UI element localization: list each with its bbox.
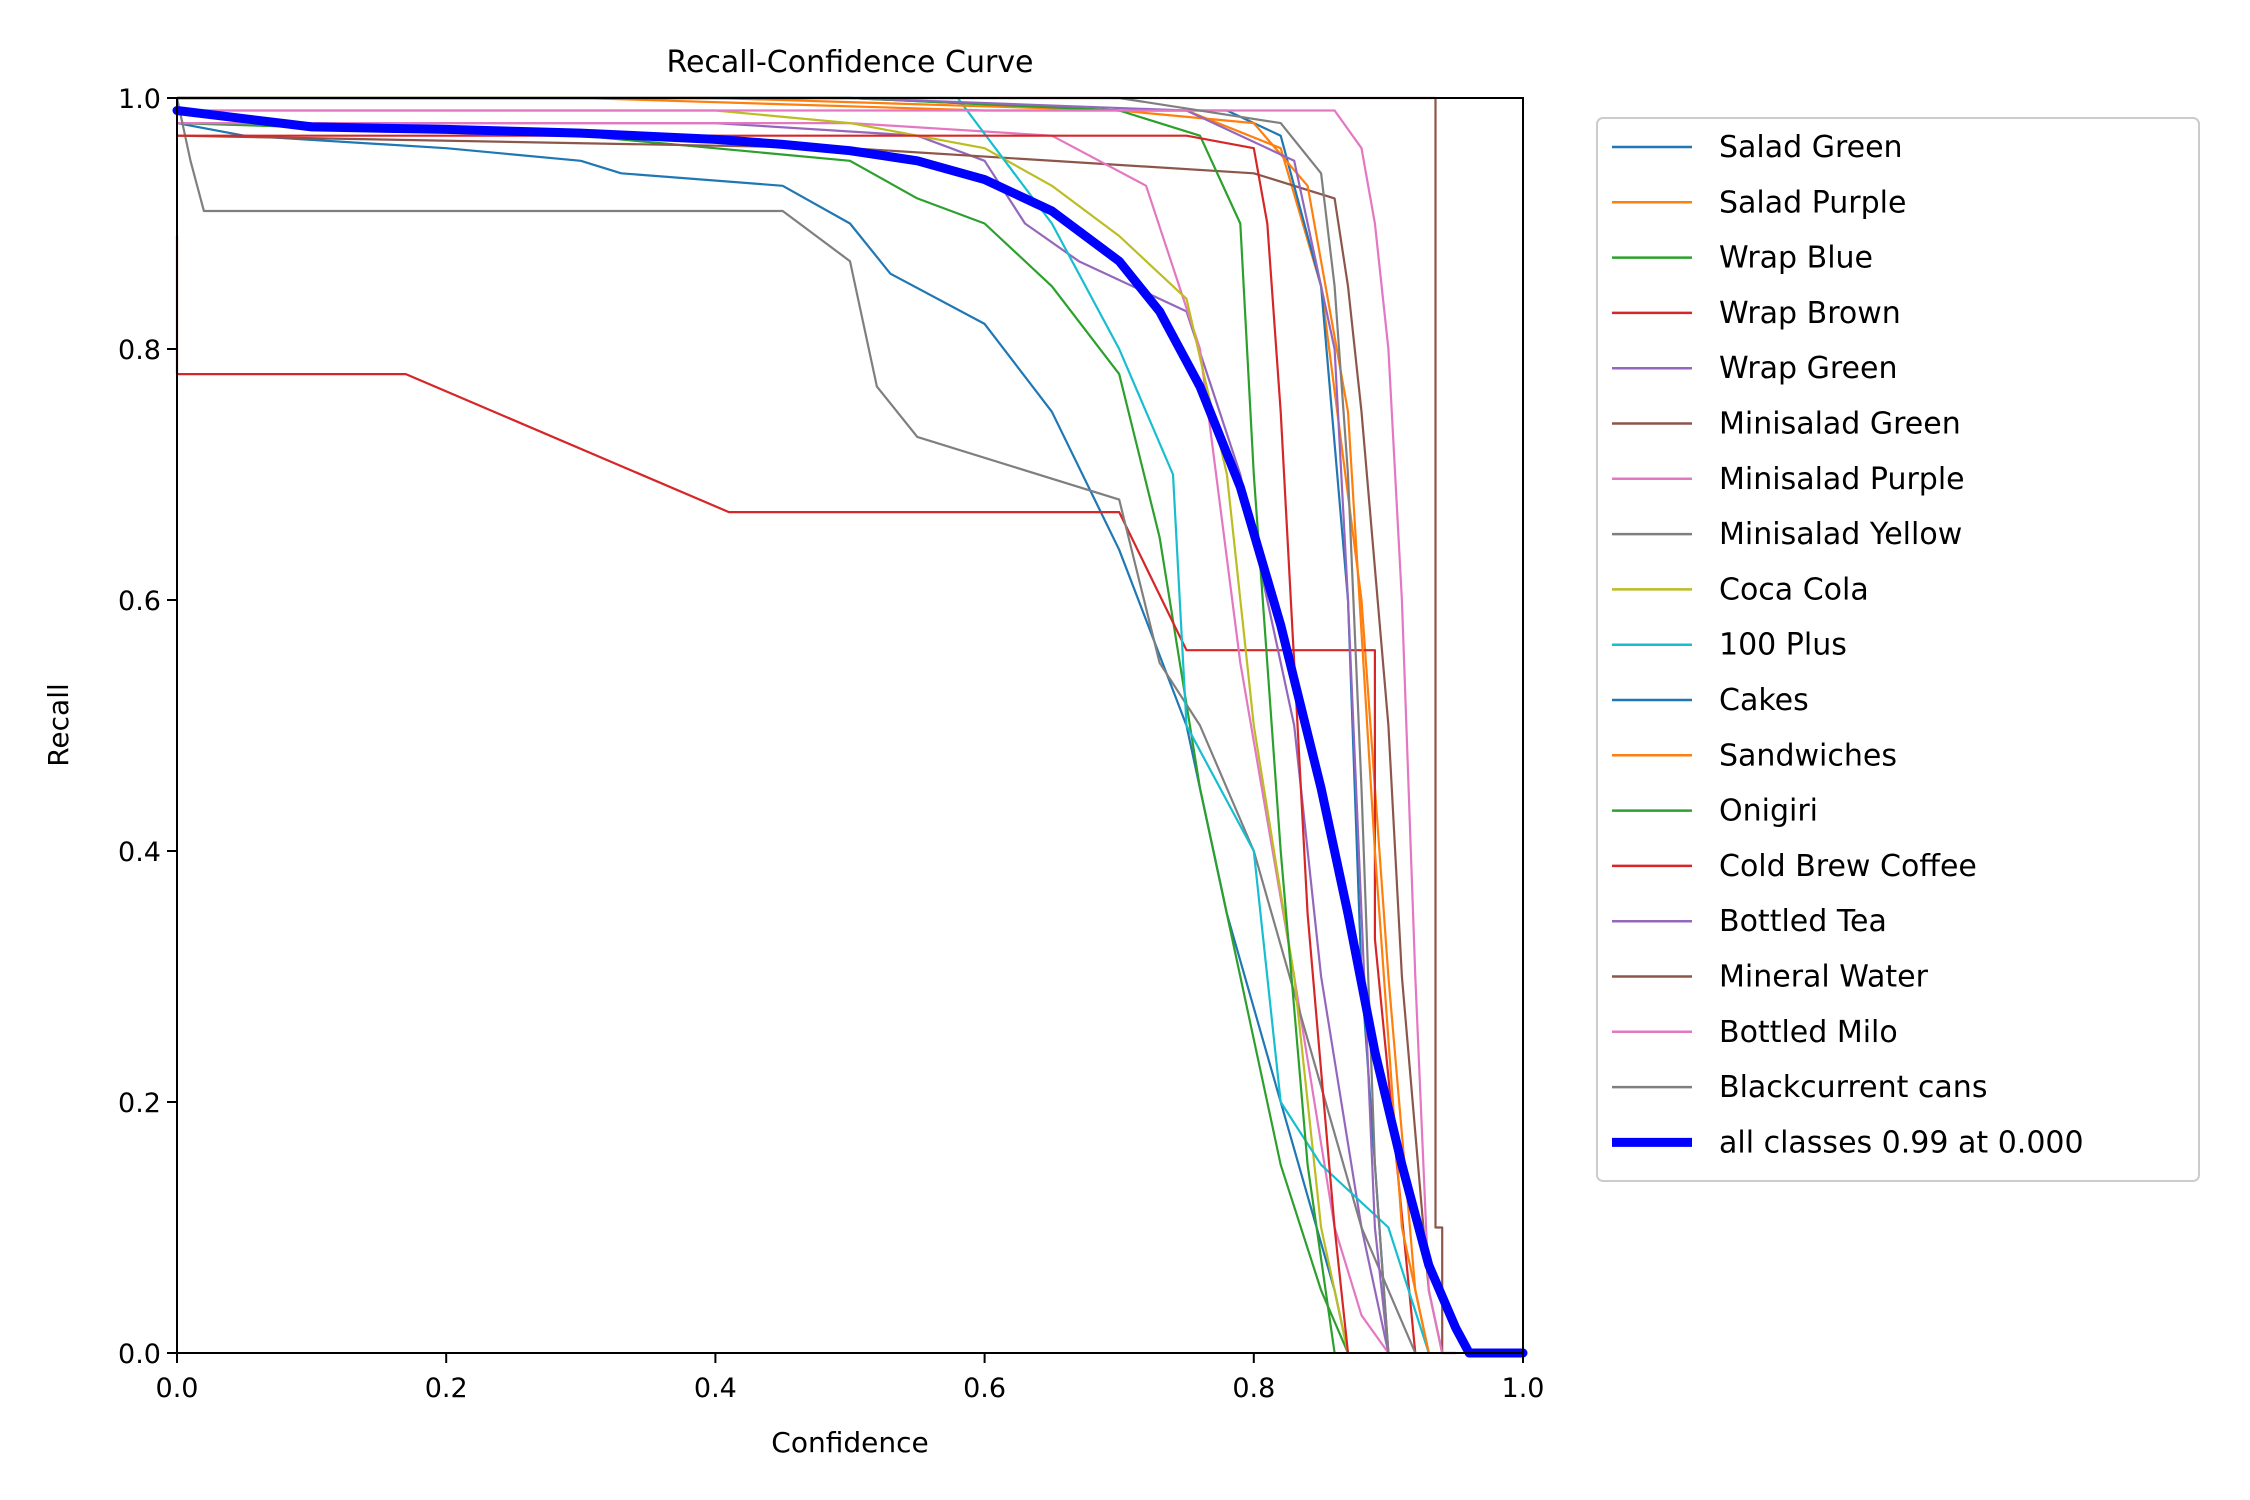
- legend-label-1: Salad Purple: [1719, 185, 1906, 220]
- x-axis: 0.0 0.2 0.4 0.6 0.8 1.0: [156, 1353, 1545, 1404]
- legend-label-17: Blackcurrent cans: [1719, 1070, 1987, 1105]
- series-line-9: [177, 96, 1430, 1354]
- legend-label-5: Minisalad Green: [1719, 407, 1961, 442]
- chart-title: Recall-Confidence Curve: [666, 45, 1033, 80]
- x-axis-label: Confidence: [771, 1426, 928, 1459]
- y-tick-label-4: 0.8: [118, 335, 161, 366]
- x-tick-label-2: 0.4: [694, 1373, 737, 1404]
- legend-label-8: Coca Cola: [1719, 572, 1869, 607]
- series-line-8: [177, 109, 1350, 1354]
- legend-items: Salad Green Salad Purple Wrap Blue Wrap Bro…: [1612, 130, 2084, 1160]
- legend-label-10: Cakes: [1719, 683, 1809, 718]
- series-line-6: [177, 122, 1390, 1354]
- x-tick-label-0: 0.0: [156, 1373, 199, 1404]
- legend-label-11: Sandwiches: [1719, 738, 1897, 773]
- legend-label-16: Bottled Milo: [1719, 1015, 1898, 1050]
- y-tick-label-2: 0.4: [118, 837, 161, 868]
- series-line-12: [177, 96, 1336, 1354]
- series-layer: [172, 96, 1528, 1358]
- series-line-1: [177, 96, 1430, 1354]
- legend-label-13: Cold Brew Coffee: [1719, 849, 1977, 884]
- y-axis-label: Recall: [42, 683, 75, 767]
- x-tick-label-3: 0.6: [963, 1373, 1006, 1404]
- legend-label-0: Salad Green: [1719, 130, 1903, 165]
- series-line-7: [175, 97, 1417, 1354]
- legend-label-12: Onigiri: [1719, 794, 1818, 829]
- series-line-15: [177, 96, 1456, 1355]
- series-line-11: [177, 96, 1430, 1354]
- series-line-13: [177, 134, 1350, 1354]
- x-tick-label-5: 1.0: [1502, 1373, 1545, 1404]
- legend: Salad Green Salad Purple Wrap Blue Wrap Bro…: [1596, 117, 2200, 1182]
- series-line-16: [177, 109, 1444, 1354]
- y-tick-label-0: 0.0: [118, 1339, 161, 1370]
- legend-box: [1596, 117, 2200, 1182]
- series-line-4: [177, 122, 1390, 1354]
- series-line-3: [175, 236, 1417, 1354]
- x-tick-label-4: 0.8: [1232, 1373, 1275, 1404]
- legend-label-18: all classes 0.99 at 0.000: [1719, 1125, 2084, 1160]
- plot-frame: [176, 97, 1524, 1354]
- series-line-5: [176, 134, 1444, 1354]
- legend-label-4: Wrap Green: [1719, 351, 1897, 386]
- x-tick-label-1: 0.2: [425, 1373, 468, 1404]
- y-tick-label-5: 1.0: [118, 84, 161, 115]
- y-tick-label-3: 0.6: [118, 586, 161, 617]
- series-line-18: [172, 106, 1528, 1358]
- y-axis: 0.0 0.2 0.4 0.6 0.8 1.0: [118, 84, 177, 1370]
- series-line-10: [177, 96, 1390, 1354]
- plot-area: [172, 96, 1528, 1358]
- series-line-14: [177, 96, 1390, 1354]
- legend-label-15: Mineral Water: [1719, 960, 1929, 995]
- legend-label-9: 100 Plus: [1719, 628, 1847, 663]
- series-line-0: [176, 122, 1350, 1354]
- series-line-2: [176, 122, 1350, 1354]
- legend-label-6: Minisalad Purple: [1719, 462, 1965, 497]
- legend-label-7: Minisalad Yellow: [1719, 517, 1962, 552]
- series-line-17: [177, 96, 1390, 1354]
- y-tick-label-1: 0.2: [118, 1088, 161, 1119]
- legend-label-2: Wrap Blue: [1719, 241, 1873, 276]
- legend-label-3: Wrap Brown: [1719, 296, 1901, 331]
- legend-label-14: Bottled Tea: [1719, 904, 1887, 939]
